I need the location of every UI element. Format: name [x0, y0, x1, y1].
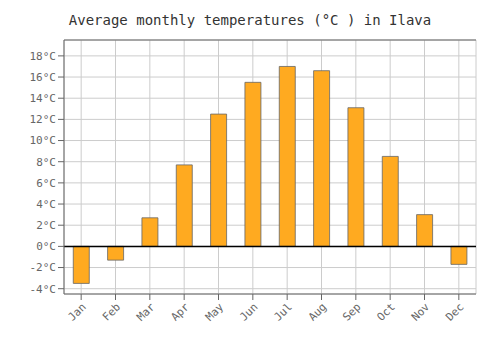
svg-text:2°C: 2°C	[36, 219, 56, 232]
svg-text:10°C: 10°C	[30, 134, 57, 147]
svg-text:Aug: Aug	[306, 300, 329, 323]
html-text:Average monthly temperatures (: Average monthly temperatures (°C ) in Il…	[68, 12, 432, 28]
svg-text:0°C: 0°C	[36, 240, 56, 253]
svg-text:4°C: 4°C	[36, 198, 56, 211]
svg-text:May: May	[203, 300, 227, 324]
svg-text:Feb: Feb	[100, 300, 123, 323]
svg-text:16°C: 16°C	[30, 71, 57, 84]
svg-text:Jun: Jun	[237, 300, 260, 323]
svg-text:18°C: 18°C	[30, 50, 57, 63]
svg-text:Mar: Mar	[134, 300, 158, 324]
svg-text:6°C: 6°C	[36, 177, 56, 190]
svg-text:Jan: Jan	[66, 300, 89, 323]
svg-text:8°C: 8°C	[36, 156, 56, 169]
svg-text:Dec: Dec	[443, 300, 466, 323]
svg-text:Sep: Sep	[340, 300, 363, 323]
svg-text:-2°C: -2°C	[30, 261, 57, 274]
svg-text:Oct: Oct	[375, 300, 398, 323]
svg-text:12°C: 12°C	[30, 113, 57, 126]
svg-text:Nov: Nov	[409, 300, 433, 324]
svg-text:14°C: 14°C	[30, 92, 57, 105]
svg-text:Jul: Jul	[272, 300, 295, 323]
svg-text:Apr: Apr	[169, 300, 193, 324]
svg-text:-4°C: -4°C	[30, 283, 57, 296]
